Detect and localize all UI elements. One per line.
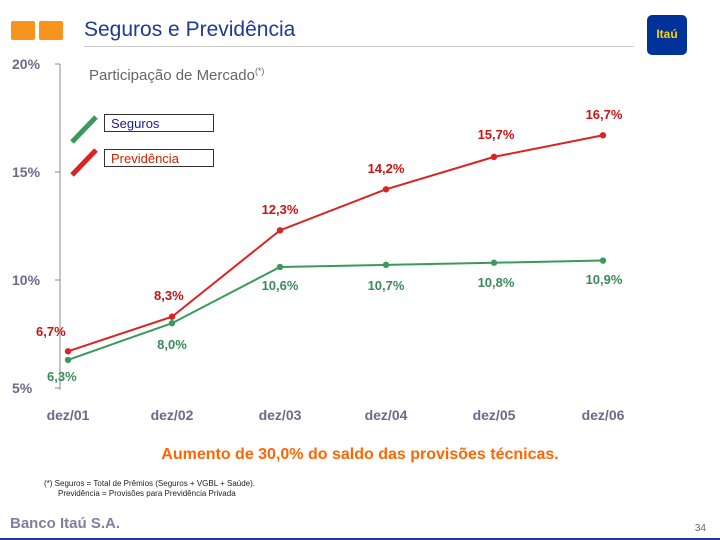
brand-square-1 — [11, 21, 35, 40]
data-label-seguros: 6,3% — [47, 369, 77, 384]
legend-previdencia: Previdência — [104, 149, 214, 167]
data-point — [599, 257, 607, 264]
data-point — [168, 320, 176, 327]
page-title: Seguros e Previdência — [84, 18, 296, 41]
data-label-previdencia: 16,7% — [586, 107, 623, 122]
legend-previdencia-swatch — [70, 148, 98, 177]
data-label-seguros: 10,8% — [478, 275, 515, 290]
data-label-seguros: 8,0% — [157, 337, 187, 352]
chart-title: Participação de Mercado(*) — [89, 66, 264, 84]
data-point — [382, 186, 390, 193]
data-point — [168, 313, 176, 320]
data-label-seguros: 10,7% — [368, 278, 405, 293]
data-point — [490, 153, 498, 161]
header-divider — [84, 46, 634, 47]
x-tick-label: dez/02 — [151, 407, 194, 423]
series-line-seguros — [67, 259, 604, 361]
data-point — [276, 263, 284, 271]
page-number: 34 — [694, 523, 706, 534]
data-point — [64, 356, 72, 364]
data-label-previdencia: 14,2% — [368, 161, 405, 176]
data-point — [599, 132, 607, 139]
data-point — [490, 259, 498, 266]
x-tick-label: dez/01 — [47, 407, 90, 423]
chart-title-mark: (*) — [254, 66, 265, 76]
x-tick-label: dez/05 — [473, 407, 516, 423]
data-point — [276, 227, 284, 234]
footnote-line-2: Previdência = Provisões para Previdência… — [58, 489, 236, 498]
y-tick-label: 20% — [12, 56, 41, 72]
conclusion-text: Aumento de 30,0% do saldo das provisões … — [161, 446, 559, 463]
data-label-seguros: 10,6% — [262, 278, 299, 293]
footer-rule — [0, 538, 720, 540]
legend-previdencia-label: Previdência — [111, 151, 179, 166]
x-tick-label: dez/06 — [582, 407, 625, 423]
footnote-line-1: (*) Seguros = Total de Prêmios (Seguros … — [44, 479, 255, 488]
legend-seguros-swatch — [70, 115, 98, 144]
brand-square-2 — [39, 21, 63, 40]
chart-title-text: Participação de Mercado — [89, 67, 255, 84]
legend-seguros-label: Seguros — [111, 116, 160, 131]
data-label-previdencia: 6,7% — [36, 324, 66, 339]
data-point — [382, 261, 390, 269]
data-label-seguros: 10,9% — [586, 272, 623, 287]
data-point — [64, 348, 72, 355]
footnote: (*) Seguros = Total de Prêmios (Seguros … — [44, 479, 255, 499]
legend-seguros: Seguros — [104, 114, 214, 132]
footer-brand: Banco Itaú S.A. — [10, 515, 121, 532]
data-label-previdencia: 15,7% — [478, 127, 515, 142]
y-tick-label: 5% — [12, 380, 33, 396]
itau-logo-text: Itaú — [656, 27, 678, 41]
x-tick-label: dez/04 — [365, 407, 408, 423]
data-label-previdencia: 8,3% — [154, 288, 184, 303]
x-tick-label: dez/03 — [259, 407, 302, 423]
itau-logo: Itaú — [647, 15, 687, 55]
series-line-previdencia — [67, 134, 604, 353]
y-tick-label: 15% — [12, 164, 41, 180]
data-label-previdencia: 12,3% — [262, 202, 299, 217]
y-tick-label: 10% — [12, 272, 41, 288]
market-share-chart: 20% 15% 10% 5% dez/01 dez/02 dez/03 dez/04 dez/0… — [12, 56, 625, 423]
